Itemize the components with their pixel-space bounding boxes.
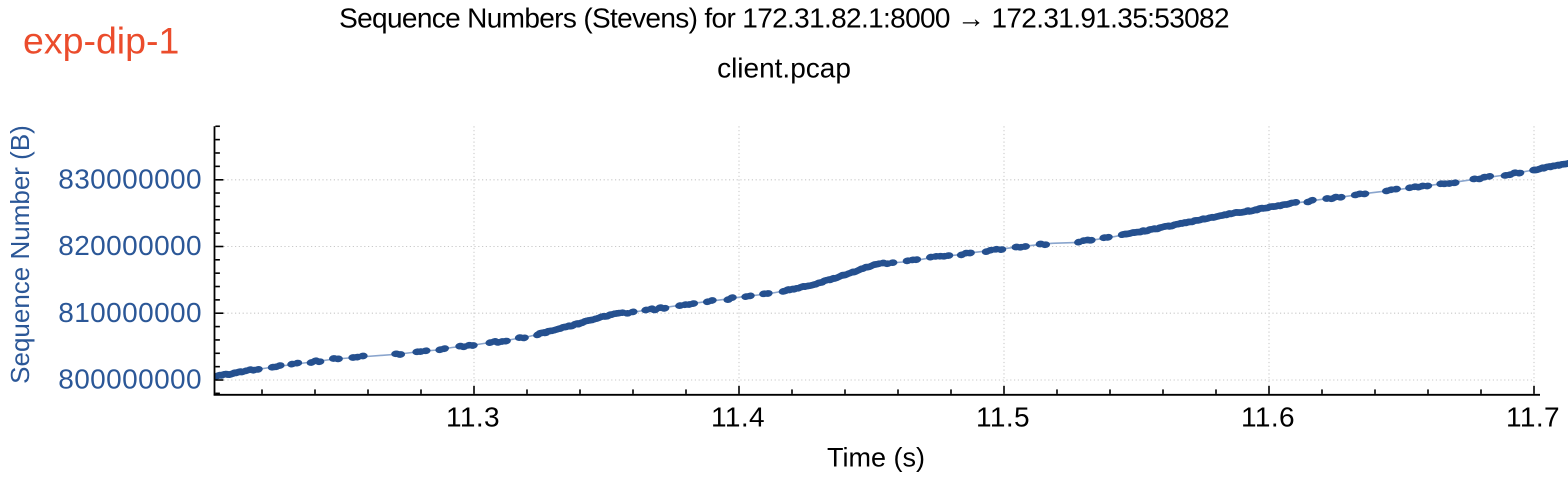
svg-text:11.7: 11.7 bbox=[1506, 402, 1560, 433]
svg-text:Sequence Number (B): Sequence Number (B) bbox=[5, 125, 35, 384]
svg-text:800000000: 800000000 bbox=[58, 364, 202, 395]
svg-text:Time (s): Time (s) bbox=[827, 443, 925, 473]
svg-text:11.3: 11.3 bbox=[446, 402, 500, 433]
svg-text:810000000: 810000000 bbox=[58, 297, 202, 328]
svg-text:11.5: 11.5 bbox=[976, 402, 1030, 433]
svg-text:11.4: 11.4 bbox=[711, 402, 765, 433]
svg-text:client.pcap: client.pcap bbox=[717, 53, 851, 84]
svg-text:11.6: 11.6 bbox=[1241, 402, 1295, 433]
svg-text:exp-dip-1: exp-dip-1 bbox=[23, 20, 179, 62]
svg-text:820000000: 820000000 bbox=[58, 230, 202, 261]
svg-text:830000000: 830000000 bbox=[58, 164, 202, 195]
svg-text:Sequence Numbers (Stevens) for: Sequence Numbers (Stevens) for 172.31.82… bbox=[339, 2, 1229, 33]
